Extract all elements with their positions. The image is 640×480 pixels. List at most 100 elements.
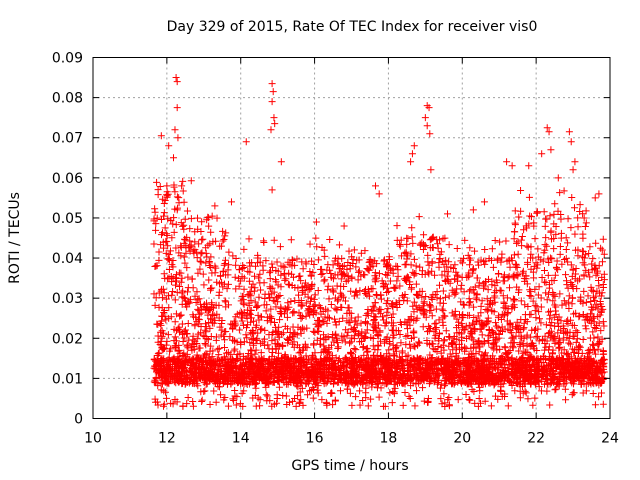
data-point [274,292,282,300]
data-point [172,244,180,252]
data-point [202,341,210,349]
data-point [326,266,334,274]
data-point [330,379,338,387]
data-point [309,394,317,402]
data-point [551,271,559,279]
data-point [541,241,549,249]
data-point [289,273,297,281]
data-point [532,377,540,385]
data-point [158,229,166,237]
data-point [264,313,272,321]
data-point [282,275,290,283]
data-point [231,358,239,366]
data-point [434,378,442,386]
data-point [307,386,315,394]
data-point [562,396,570,404]
data-point [588,286,596,294]
data-point [334,260,342,268]
data-point [247,318,255,326]
data-point [253,336,261,344]
data-point [458,337,466,345]
data-point [569,266,577,274]
data-point [163,193,171,201]
data-point [491,292,499,300]
data-point [535,337,543,345]
data-point [173,327,181,335]
data-point [230,322,238,330]
data-point [340,262,348,270]
data-point [563,334,571,342]
data-point [582,313,590,321]
data-point [378,277,386,285]
data-point [492,319,500,327]
data-point [513,371,521,379]
data-point [267,318,275,326]
data-point [513,283,521,291]
data-point [230,336,238,344]
data-point [162,316,170,324]
data-point [367,333,375,341]
data-point [168,278,176,286]
data-point [404,366,412,374]
data-point [555,382,563,390]
data-point [482,257,490,265]
data-point [232,313,240,321]
data-point [208,212,216,220]
data-point [269,263,277,271]
data-point [250,317,258,325]
data-point [302,299,310,307]
data-point [405,371,413,379]
data-point [308,366,316,374]
data-point [354,331,362,339]
data-point [290,338,298,346]
data-point [351,364,359,372]
data-point [154,191,162,199]
data-point [250,341,258,349]
data-point [576,201,584,209]
data-point [203,216,211,224]
data-point [420,231,428,239]
data-point [411,343,419,351]
data-point [184,273,192,281]
data-point [526,212,534,220]
data-point [217,367,225,375]
data-point [562,245,570,253]
data-point [231,345,239,353]
data-point [207,286,215,294]
data-point [376,337,384,345]
data-point [579,259,587,267]
data-point [556,290,564,298]
data-point [246,268,254,276]
data-point [196,344,204,352]
data-point [207,263,215,271]
data-point [434,342,442,350]
data-point [321,252,329,260]
data-point [410,308,418,316]
data-point [181,215,189,223]
data-point [590,380,598,388]
data-point [360,343,368,351]
data-point [291,297,299,305]
data-point [377,384,385,392]
data-point [183,288,191,296]
data-point [311,291,319,299]
data-point [181,300,189,308]
data-point [175,194,183,202]
data-point [586,345,594,353]
data-point [514,271,522,279]
data-point [416,240,424,248]
data-point [245,235,253,243]
data-point [596,366,604,374]
data-point [574,214,582,222]
data-point [310,365,318,373]
data-point [343,265,351,273]
data-point [362,329,370,337]
data-point [401,318,409,326]
data-point [336,366,344,374]
data-point [195,315,203,323]
data-point [353,373,361,381]
data-point [169,288,177,296]
data-point [176,361,184,369]
data-point [488,355,496,363]
data-point [203,380,211,388]
